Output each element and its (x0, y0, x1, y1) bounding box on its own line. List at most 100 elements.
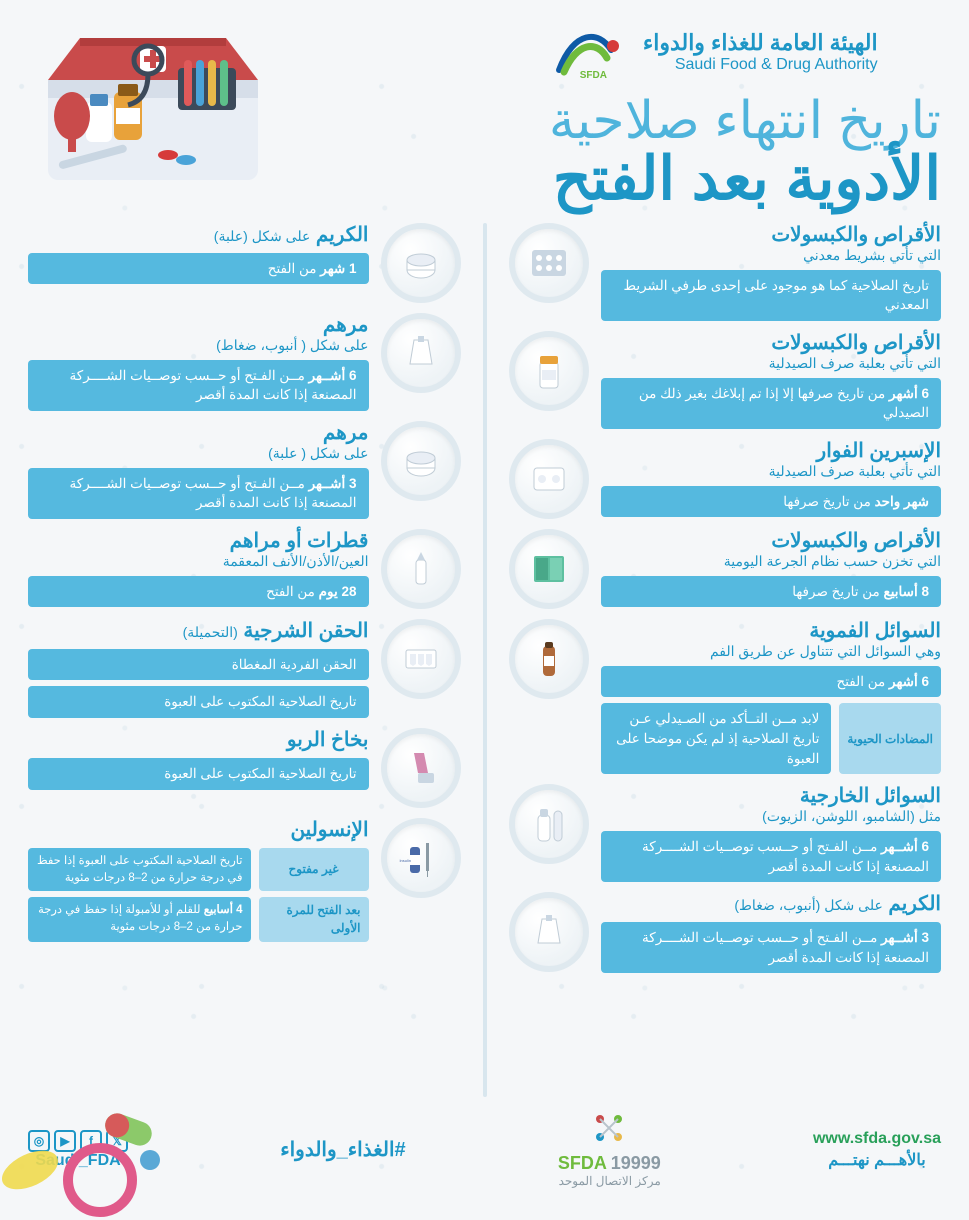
tube-icon (509, 892, 589, 972)
item-text: بخاخ الربو تاريخ الصلاحية المكتوب على الع… (28, 728, 369, 790)
medicine-item: السوائل الفمويةوهي السوائل التي تتناول ع… (509, 619, 942, 774)
inhaler-icon (381, 728, 461, 808)
jar-icon (381, 223, 461, 303)
call-number: 19999 (611, 1153, 661, 1173)
pillbottle-icon (509, 331, 589, 411)
medicine-item: الأقراص والكبسولاتالتي تأتي بعلبة صرف ال… (509, 331, 942, 429)
item-category: السوائل الفموية (601, 619, 942, 643)
medicine-item: مرهمعلى شكل ( علبة)3 أشــهر مــن الفـتح … (28, 421, 461, 519)
medicine-item: مرهمعلى شكل ( أنبوب، ضغاط) 6 أشــهر مــن … (28, 313, 461, 411)
info-bar: تاريخ الصلاحية المكتوب على العبوة إذا حف… (28, 848, 251, 891)
item-subtitle: التي تخزن حسب نظام الجرعة اليومية (601, 553, 942, 570)
medicine-item: قطرات أو مراهمالعين/الأذن/الأنف المعقمة2… (28, 529, 461, 609)
info-bar: 6 أشهر من الفتح (601, 666, 942, 698)
oral-icon (509, 619, 589, 699)
item-text: الأقراص والكبسولاتالتي تأتي بعلبة صرف ال… (601, 331, 942, 429)
item-text: السوائل الفمويةوهي السوائل التي تتناول ع… (601, 619, 942, 774)
item-text: الإنسولين غير مفتوحتاريخ الصلاحية المكتوب… (28, 818, 369, 942)
medicine-item: الأقراص والكبسولاتالتي تخزن حسب نظام الج… (509, 529, 942, 609)
youtube-icon: ▶ (54, 1130, 76, 1152)
content-grid: الأقراص والكبسولاتالتي تأتي بشريط معدنيت… (28, 223, 941, 1097)
item-category: الأقراص والكبسولات (601, 529, 942, 553)
center-divider (483, 223, 487, 1097)
column-left: الكريم على شكل (علبة)1 شهر من الفتحمرهمع… (28, 223, 461, 1097)
medicine-item: الكريم على شكل (علبة) 1 شهر من الفتح (28, 223, 461, 303)
item-category: الأقراص والكبسولات (601, 331, 942, 355)
twitter-icon: 𝕏 (106, 1130, 128, 1152)
info-bar: 3 أشــهر مــن الفـتح أو حــسب توصــيات ا… (28, 468, 369, 519)
call-abbr: SFDA (558, 1153, 607, 1173)
info-bar: 6 أشهر من تاريخ صرفها إلا إذا تم إبلاغك … (601, 378, 942, 429)
connector-icon (592, 1111, 626, 1145)
footer-hashtag: #الغذاء_والدواء (280, 1137, 405, 1162)
info-mini-tag: غير مفتوح (259, 848, 369, 891)
info-bar: الحقن الفردية المغطاة (28, 649, 369, 681)
medicine-item: الإنسولين غير مفتوحتاريخ الصلاحية المكتوب… (28, 818, 461, 942)
instagram-icon: ◎ (28, 1130, 50, 1152)
dosepack-icon (509, 529, 589, 609)
info-bar-row: غير مفتوحتاريخ الصلاحية المكتوب على العب… (28, 848, 369, 891)
medicine-item: الكريم على شكل (أنبوب، ضغاط) 3 أشــهر مــ… (509, 892, 942, 973)
item-subtitle: التي تأتي بعلبة صرف الصيدلية (601, 463, 942, 480)
tube-icon (381, 313, 461, 393)
info-bar: 6 أشــهر مــن الفـتح أو حــسب توصــيات ا… (28, 360, 369, 411)
item-category: الكريم على شكل (أنبوب، ضغاط) (601, 892, 942, 916)
footer-call-center: SFDA 19999 مركز الاتصال الموحد (558, 1111, 661, 1188)
header: الهيئة العامة للغذاء والدواء Saudi Food … (28, 20, 941, 209)
item-text: الحقن الشرجية (التحميلة)الحقن الفردية ال… (28, 619, 369, 718)
title-line-1: تاريخ انتهاء صلاحية (549, 94, 941, 149)
info-bar: 8 أسابيع من تاريخ صرفها (601, 576, 942, 608)
dropper-icon (381, 529, 461, 609)
efferv-icon (509, 439, 589, 519)
item-subtitle: التي تأتي بشريط معدني (601, 247, 942, 264)
call-label: مركز الاتصال الموحد (558, 1174, 661, 1188)
jar-icon (381, 421, 461, 501)
svg-text:SFDA: SFDA (580, 70, 607, 81)
info-bar: 1 شهر من الفتح (28, 253, 369, 285)
lotion-icon (509, 784, 589, 864)
item-text: السوائل الخارجيةمثل (الشامبو، اللوشن، ال… (601, 784, 942, 882)
website-slogan: بالأهـــم نهتـــم (828, 1150, 925, 1170)
item-category: الكريم على شكل (علبة) (28, 223, 369, 247)
brand-name-en: Saudi Food & Drug Authority (643, 56, 878, 74)
info-bar: 3 أشــهر مــن الفـتح أو حــسب توصــيات ا… (601, 922, 942, 973)
item-text: الإسبرين الفوارالتي تأتي بعلبة صرف الصيد… (601, 439, 942, 518)
item-category: بخاخ الربو (28, 728, 369, 752)
footer-social: 𝕏 f ▶ ◎ Saudi_FDA (28, 1130, 128, 1170)
info-bar-row: بعد الفتح للمرة الأولى4 أسابيع للقلم أو … (28, 897, 369, 942)
info-bar: 4 أسابيع للقلم أو للأمبولة إذا حفظ في در… (28, 897, 251, 942)
info-bar: تاريخ الصلاحية المكتوب على العبوة (28, 686, 369, 718)
social-handle: Saudi_FDA (28, 1152, 128, 1170)
item-subtitle: على شكل ( أنبوب، ضغاط) (28, 337, 369, 354)
item-subtitle: على شكل ( علبة) (28, 445, 369, 462)
medicine-item: الأقراص والكبسولاتالتي تأتي بشريط معدني ت… (509, 223, 942, 321)
sfda-logo-icon: SFDA (549, 20, 629, 84)
blister-icon (509, 223, 589, 303)
insulin-icon: Insulin (381, 818, 461, 898)
brand-name-ar: الهيئة العامة للغذاء والدواء (643, 30, 878, 56)
info-bar: لابد مــن التــأكد من الصـيدلي عـن تاريخ… (601, 703, 832, 774)
item-category: الإنسولين (28, 818, 369, 842)
footer: www.sfda.gov.sa بالأهـــم نهتـــم SFDA 1… (28, 1097, 941, 1188)
info-bar: شهر واحد من تاريخ صرفها (601, 486, 942, 518)
medicine-item: السوائل الخارجيةمثل (الشامبو، اللوشن، ال… (509, 784, 942, 882)
item-subtitle: وهي السوائل التي تتناول عن طريق الفم (601, 643, 942, 660)
item-category: السوائل الخارجية (601, 784, 942, 808)
item-text: مرهمعلى شكل ( علبة)3 أشــهر مــن الفـتح … (28, 421, 369, 519)
footer-website: www.sfda.gov.sa بالأهـــم نهتـــم (813, 1130, 941, 1170)
info-tag: المضادات الحيوية (839, 703, 941, 774)
item-category: مرهم (28, 313, 369, 337)
item-subtitle: العين/الأذن/الأنف المعقمة (28, 553, 369, 570)
item-text: الكريم على شكل (علبة) 1 شهر من الفتح (28, 223, 369, 285)
info-bar: تاريخ الصلاحية كما هو موجود على إحدى طرف… (601, 270, 942, 321)
info-bar: 6 أشــهر مــن الفـتح أو حــسب توصــيات ا… (601, 831, 942, 882)
info-bar: تاريخ الصلاحية المكتوب على العبوة (28, 758, 369, 790)
medicine-item: الإسبرين الفوارالتي تأتي بعلبة صرف الصيد… (509, 439, 942, 519)
supp-icon (381, 619, 461, 699)
column-right: الأقراص والكبسولاتالتي تأتي بشريط معدنيت… (509, 223, 942, 1097)
item-text: مرهمعلى شكل ( أنبوب، ضغاط) 6 أشــهر مــن … (28, 313, 369, 411)
facebook-icon: f (80, 1130, 102, 1152)
item-subtitle: مثل (الشامبو، اللوشن، الزيوت) (601, 808, 942, 825)
item-text: الأقراص والكبسولاتالتي تأتي بشريط معدني ت… (601, 223, 942, 321)
item-category: الأقراص والكبسولات (601, 223, 942, 247)
